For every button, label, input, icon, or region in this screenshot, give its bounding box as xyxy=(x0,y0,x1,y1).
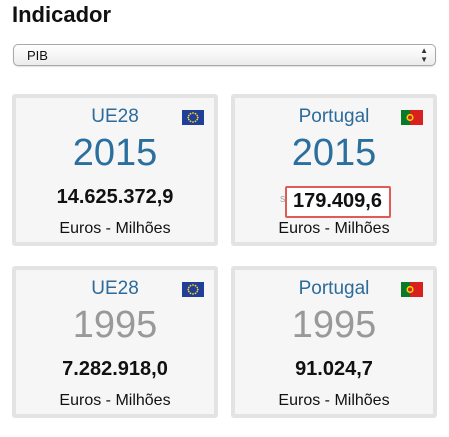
region-label: Portugal xyxy=(298,106,370,127)
year-label: 1995 xyxy=(291,304,377,346)
page-title: Indicador xyxy=(12,2,112,27)
pt-flag-icon xyxy=(401,110,423,125)
region-label: UE28 xyxy=(91,278,139,299)
stat-card-ue28-1995: UE28 1995 7.282.918,0 Euros - Milhões xyxy=(12,266,218,418)
indicator-value: 7.282.918,0 xyxy=(62,358,168,380)
indicator-value-row: 179.409,6 xyxy=(235,186,433,218)
unit-label: Euros - Milhões xyxy=(278,392,390,409)
year-label: 2015 xyxy=(72,132,158,174)
indicator-select-value: PIB xyxy=(27,48,48,63)
ghost-text: s xyxy=(280,193,286,205)
unit-label: Euros - Milhões xyxy=(59,392,171,409)
select-arrows-icon: ▲ ▼ xyxy=(420,46,428,64)
pt-flag-icon xyxy=(401,282,423,297)
highlighted-value: 179.409,6 xyxy=(285,186,391,218)
eu-flag-icon xyxy=(182,282,204,297)
indicator-value: 14.625.372,9 xyxy=(56,186,174,208)
stat-card-portugal-1995: Portugal 1995 91.024,7 Euros - Milhões xyxy=(231,266,437,418)
indicator-select[interactable]: PIB ▲ ▼ xyxy=(13,44,436,66)
unit-label: Euros - Milhões xyxy=(278,220,390,237)
year-label: 1995 xyxy=(72,304,158,346)
year-label: 2015 xyxy=(291,132,377,174)
stat-card-ue28-2015: UE28 2015 14.625.372,9 Euros - Milhões xyxy=(12,94,218,246)
eu-flag-icon xyxy=(182,110,204,125)
stat-card-portugal-2015: Portugal 2015 s 179.409,6 Euros - Milhõe… xyxy=(231,94,437,246)
region-label: Portugal xyxy=(298,278,370,299)
region-label: UE28 xyxy=(91,106,139,127)
unit-label: Euros - Milhões xyxy=(59,220,171,237)
indicator-value: 91.024,7 xyxy=(295,358,373,380)
